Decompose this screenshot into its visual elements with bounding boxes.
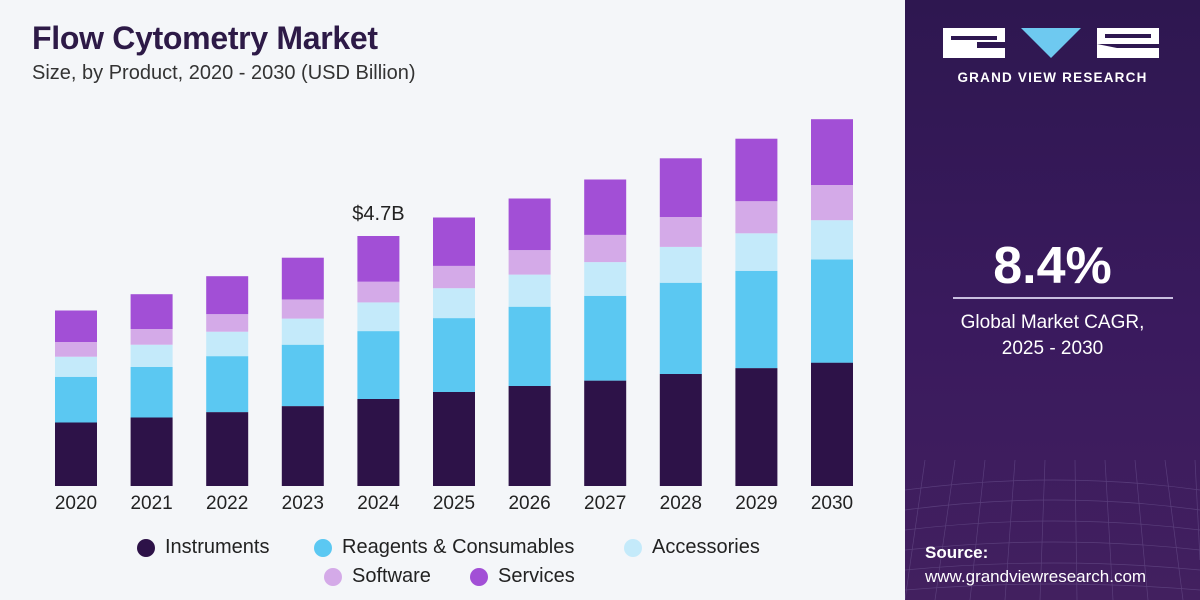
legend-dot-reagents (314, 538, 332, 557)
bar-segment-accessories-2024 (357, 302, 400, 332)
x-tick-label-2022: 2022 (206, 493, 248, 514)
bar-segment-instruments-2028 (659, 374, 702, 486)
bar-segment-software-2025 (433, 265, 475, 289)
data-label-2024: $4.7B (352, 203, 404, 225)
legend-item-accessories: Accessories (624, 536, 760, 559)
x-tick-label-2024: 2024 (357, 493, 400, 514)
chart-panel: Flow Cytometry Market Size, by Product, … (0, 20, 905, 600)
legend-label-instruments: Instruments (165, 536, 270, 558)
legend-dot-software (324, 567, 342, 586)
x-tick-label-2027: 2027 (584, 493, 626, 514)
bar-segment-reagents-consumables-2021 (130, 367, 173, 418)
cagr-divider (953, 297, 1173, 299)
stacked-bar-chart: 2020 2021 2022 2023 2024 $4.7B 2025 2026 2027 202… (55, 119, 853, 514)
bar-segment-services-2024 (357, 236, 400, 282)
bar-segment-instruments-2025 (433, 392, 475, 486)
bar-segment-instruments-2021 (130, 417, 173, 486)
chart-title: Flow Cytometry Market (32, 20, 378, 56)
bar-segment-services-2023 (281, 257, 324, 300)
cagr-label-line2: 2025 - 2030 (1001, 338, 1104, 359)
bar-segment-accessories-2020 (55, 356, 97, 377)
bar-segment-software-2022 (206, 314, 249, 332)
bar-segment-instruments-2023 (281, 406, 324, 486)
bar-segment-accessories-2028 (659, 246, 702, 283)
bar-segment-services-2027 (584, 179, 627, 235)
x-tick-label-2028: 2028 (660, 493, 702, 514)
bar-segment-services-2028 (659, 158, 702, 217)
bar-segment-accessories-2027 (584, 262, 627, 296)
x-tick-label-2021: 2021 (130, 493, 172, 514)
bar-segment-software-2029 (735, 201, 778, 234)
bar-segment-reagents-consumables-2025 (433, 318, 475, 392)
bar-segment-accessories-2026 (508, 274, 551, 307)
grid-decoration (905, 460, 1200, 600)
brand-name: GRAND VIEW RESEARCH (957, 70, 1148, 85)
bar-segment-instruments-2026 (508, 386, 551, 486)
source-label: Source: (925, 543, 989, 562)
bar-segment-services-2030 (811, 119, 853, 185)
bar-segment-services-2026 (508, 198, 551, 251)
chart-subtitle: Size, by Product, 2020 - 2030 (USD Billi… (32, 62, 416, 84)
legend-label-services: Services (498, 565, 575, 587)
bar-segment-reagents-consumables-2023 (281, 344, 324, 407)
bar-segment-accessories-2022 (206, 331, 249, 357)
legend-dot-instruments (137, 538, 155, 557)
legend-dot-services (470, 567, 488, 586)
bar-segment-reagents-consumables-2029 (735, 270, 778, 369)
legend-item-software: Software (324, 565, 431, 588)
bar-segment-reagents-consumables-2024 (357, 331, 400, 399)
bar-segment-software-2027 (584, 234, 627, 263)
cagr-label: Global Market CAGR, 2025 - 2030 (905, 310, 1200, 362)
legend-dot-accessories (624, 538, 642, 557)
x-tick-label-2030: 2030 (811, 493, 853, 514)
cagr-value: 8.4% (993, 237, 1112, 295)
x-tick-label-2026: 2026 (508, 493, 550, 514)
bar-segment-accessories-2025 (433, 288, 475, 319)
bar-segment-services-2021 (130, 294, 173, 329)
bar-segment-accessories-2021 (130, 344, 173, 367)
legend-item-instruments: Instruments (137, 536, 269, 559)
bar-segment-accessories-2023 (281, 318, 324, 345)
legend-label-software: Software (352, 565, 431, 587)
bar-segment-instruments-2024 (357, 399, 400, 486)
bar-segment-software-2026 (508, 250, 551, 275)
bar-segment-instruments-2027 (584, 380, 627, 486)
gvr-logo-icon (943, 28, 1159, 58)
x-tick-label-2029: 2029 (735, 493, 777, 514)
bar-segment-accessories-2029 (735, 233, 778, 271)
bar-segment-services-2020 (55, 310, 97, 342)
legend-label-reagents: Reagents & Consumables (342, 536, 575, 558)
chart-legend: Instruments Reagents & Consumables Acces… (0, 532, 905, 600)
bar-segment-software-2030 (811, 184, 853, 221)
bar-segment-software-2028 (659, 217, 702, 247)
x-tick-label-2023: 2023 (282, 493, 324, 514)
legend-label-accessories: Accessories (652, 536, 760, 558)
bar-segment-instruments-2029 (735, 368, 778, 486)
bar-segment-instruments-2030 (811, 362, 853, 486)
bar-segment-services-2022 (206, 276, 249, 315)
bar-segment-accessories-2030 (811, 220, 853, 260)
legend-item-services: Services (470, 565, 575, 588)
cagr-label-line1: Global Market CAGR, (960, 312, 1145, 333)
x-tick-label-2025: 2025 (433, 493, 475, 514)
info-sidebar: GRAND VIEW RESEARCH 8.4% Global Market C… (905, 0, 1200, 600)
bar-segment-instruments-2020 (55, 422, 97, 486)
bar-segment-reagents-consumables-2030 (811, 259, 853, 363)
bar-segment-services-2029 (735, 138, 778, 202)
bar-segment-reagents-consumables-2026 (508, 306, 551, 386)
bar-segment-services-2025 (433, 217, 475, 266)
bar-segment-reagents-consumables-2020 (55, 376, 97, 423)
legend-item-reagents: Reagents & Consumables (314, 536, 574, 559)
bar-segment-reagents-consumables-2028 (659, 282, 702, 374)
bar-segment-instruments-2022 (206, 412, 249, 486)
source-url[interactable]: www.grandviewresearch.com (925, 567, 1147, 586)
bar-segment-reagents-consumables-2022 (206, 356, 249, 413)
bar-segment-software-2021 (130, 328, 173, 345)
bar-segment-reagents-consumables-2027 (584, 295, 627, 381)
bar-segment-software-2020 (55, 342, 97, 357)
x-tick-label-2020: 2020 (55, 493, 97, 514)
bar-segment-software-2023 (281, 299, 324, 319)
bar-segment-software-2024 (357, 281, 400, 303)
